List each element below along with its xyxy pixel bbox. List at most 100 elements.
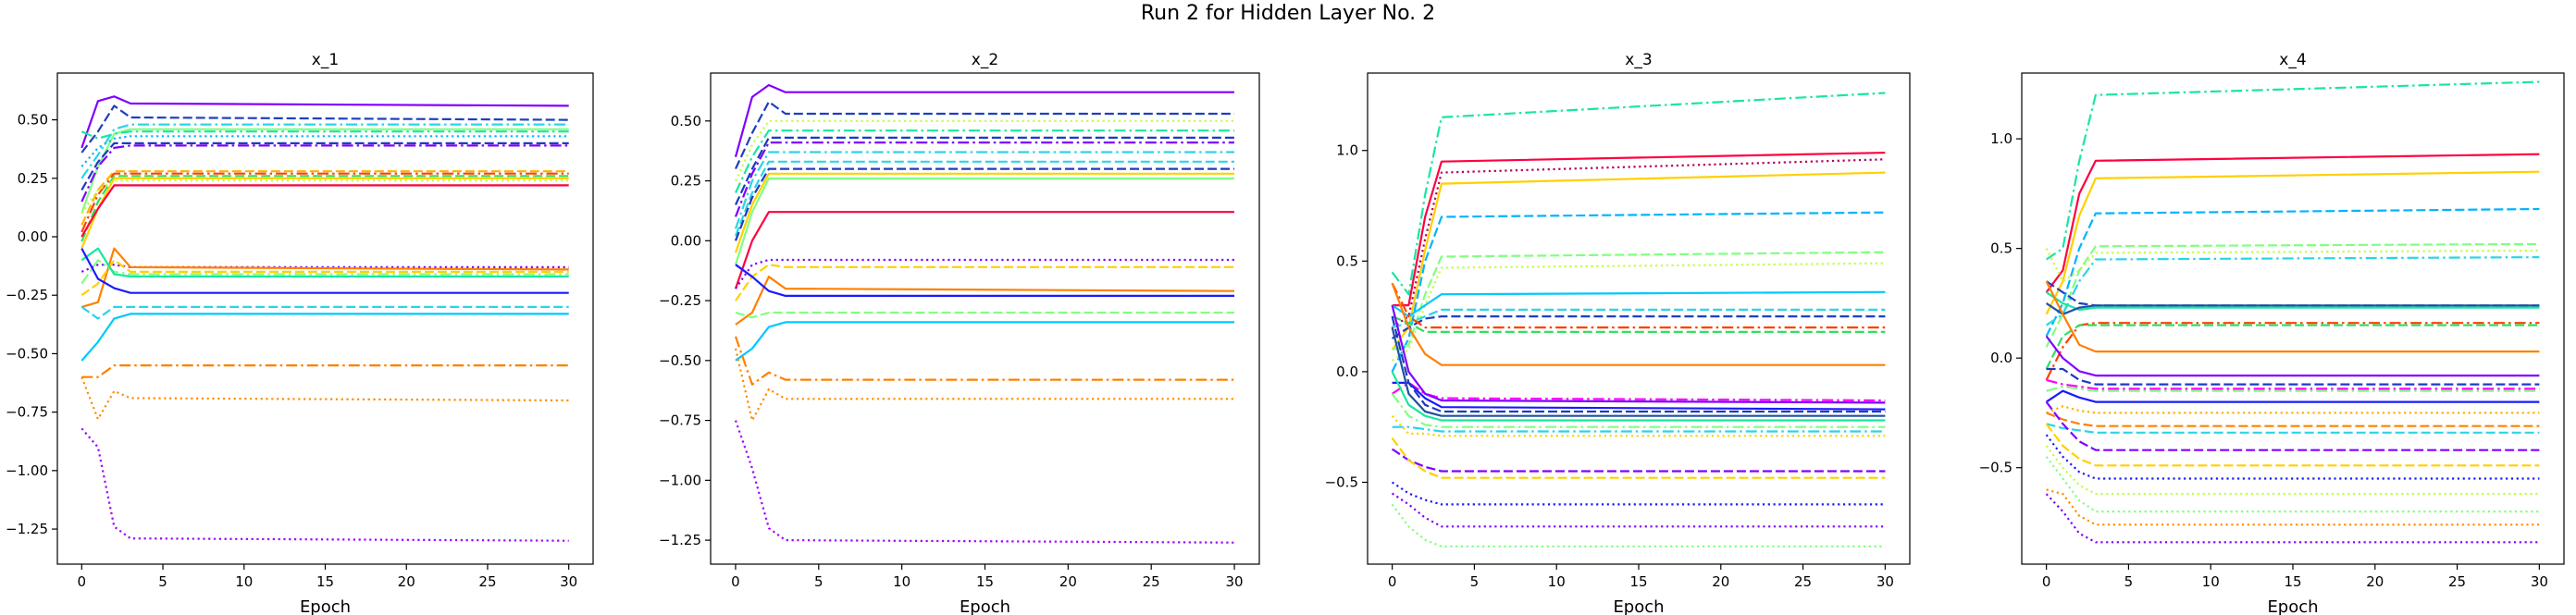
series-line-14	[1391, 381, 1886, 402]
y-tick-label: 0.25	[671, 173, 701, 190]
series-line-21	[2046, 423, 2540, 434]
x-tick-label: 15	[2284, 573, 2301, 590]
series-line-18	[80, 259, 569, 285]
series-line-18	[735, 321, 1234, 362]
axes-frame	[2021, 72, 2565, 565]
x-tick-label: 20	[1712, 573, 1729, 590]
y-tick-label: −0.75	[659, 412, 701, 429]
series-line-14	[2045, 335, 2540, 377]
x-tick-label: 30	[560, 573, 577, 590]
series-line-9	[2045, 280, 2540, 307]
y-tick-label: 0.50	[18, 112, 48, 129]
series-line-4	[735, 129, 1234, 193]
y-tick-label: 0.5	[1336, 252, 1358, 269]
series-line-28	[2045, 493, 2540, 544]
series-line-25	[2045, 445, 2540, 496]
series-group	[1391, 92, 1886, 548]
series-line-8	[1391, 290, 1886, 318]
subplot-x-4: 0 5 10 15 20 25 30 −0.5 0.0 0.5 1.0 x_4 Epoch	[1979, 51, 2565, 615]
axes-frame	[56, 72, 594, 565]
series-line-12	[734, 211, 1234, 289]
series-group	[2045, 80, 2540, 544]
series-line-12	[2045, 324, 2540, 370]
series-line-5	[2045, 242, 2540, 348]
series-line-20	[734, 348, 1234, 422]
subplot-x-2: 0 5 10 15 20 25 30 −1.25 −1.00 −0.75 −0.50 −0.25 0.0…	[659, 51, 1260, 615]
y-tick-label: 0.0	[1336, 363, 1358, 380]
series-line-18	[1391, 326, 1886, 417]
x-tick-label: 20	[2366, 573, 2384, 590]
series-line-15	[735, 276, 1235, 326]
series-line-24	[80, 376, 569, 421]
series-line-17	[80, 259, 569, 297]
series-line-20	[1391, 393, 1886, 428]
subplot-title: x_4	[2279, 51, 2306, 69]
y-tick-label: 0.5	[1990, 240, 2012, 257]
series-line-11	[80, 175, 569, 242]
x-tick-label: 25	[2448, 573, 2466, 590]
x-tick-label: 0	[1388, 573, 1397, 590]
series-line-6	[734, 141, 1234, 217]
series-line-22	[1391, 414, 1886, 437]
series-line-13	[80, 179, 569, 215]
series-line-17	[735, 311, 1234, 319]
x-tick-label: 0	[78, 573, 87, 590]
series-line-4	[1391, 171, 1886, 351]
series-line-2	[80, 105, 569, 154]
x-tick-label: 5	[1470, 573, 1480, 590]
series-line-26	[1391, 492, 1886, 528]
x-tick-label: 15	[316, 573, 334, 590]
y-tick-label: −0.75	[6, 404, 48, 421]
subplot-x-1: 0 5 10 15 20 25 30 −1.25 −1.00 −0.75 −0.50 −0.25 0.0…	[6, 51, 594, 615]
y-tick-label: 0.50	[671, 113, 701, 129]
series-line-20	[80, 248, 569, 294]
subplot-title: x_1	[312, 51, 339, 69]
x-tick-label: 30	[1876, 573, 1894, 590]
series-line-10	[80, 172, 569, 233]
series-line-13	[2045, 280, 2540, 353]
y-tick-label: −0.50	[659, 352, 701, 369]
series-line-2	[735, 100, 1234, 170]
series-line-6	[2045, 248, 2540, 283]
series-line-3	[80, 123, 569, 179]
x-tick-label: 15	[976, 573, 994, 590]
y-tick-label: 0.25	[18, 170, 48, 187]
series-line-17	[2046, 385, 2540, 392]
y-tick-label: −0.50	[6, 345, 48, 362]
x-axis-label: Epoch	[960, 597, 1010, 615]
series-line-1	[2045, 80, 2540, 261]
x-axis-label: Epoch	[2267, 597, 2318, 615]
series-line-7	[1391, 262, 1886, 362]
x-tick-label: 10	[1548, 573, 1566, 590]
y-tick-label: 0.0	[1990, 350, 2012, 366]
series-line-20	[2046, 412, 2540, 427]
series-line-22	[80, 313, 569, 362]
y-tick-label: −1.25	[659, 532, 701, 548]
series-line-10	[734, 172, 1234, 253]
subplot-title: x_2	[972, 51, 998, 69]
series-line-1	[734, 83, 1234, 157]
series-line-15	[1391, 304, 1886, 404]
series-line-6	[80, 135, 569, 167]
x-tick-label: 10	[893, 573, 910, 590]
series-line-12	[80, 177, 569, 250]
x-tick-label: 15	[1629, 573, 1647, 590]
series-line-16	[735, 264, 1234, 297]
series-line-17	[1391, 315, 1886, 413]
y-tick-label: −1.00	[6, 462, 48, 479]
y-tick-label: −0.5	[1979, 460, 2012, 476]
series-line-10	[2045, 301, 2540, 315]
series-line-4	[2045, 207, 2540, 337]
series-line-8	[2045, 291, 2540, 312]
series-line-5	[735, 136, 1234, 205]
y-tick-label: −1.00	[659, 472, 701, 488]
series-line-16	[80, 247, 569, 308]
y-tick-label: −0.5	[1325, 474, 1358, 491]
series-line-3	[1391, 158, 1886, 329]
x-tick-label: 25	[1143, 573, 1160, 590]
x-tick-label: 20	[1059, 573, 1077, 590]
y-tick-label: −0.25	[6, 287, 48, 303]
series-line-23	[2045, 423, 2540, 467]
series-line-14	[80, 184, 569, 238]
series-line-16	[2046, 378, 2540, 390]
